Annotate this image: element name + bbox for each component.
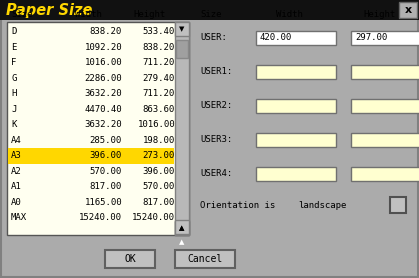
Text: USER1:: USER1:: [200, 68, 232, 76]
Bar: [175, 250, 235, 268]
Text: 396.00: 396.00: [143, 167, 175, 176]
Text: 3632.20: 3632.20: [84, 89, 122, 98]
Bar: [256, 31, 336, 45]
Bar: [175, 221, 189, 235]
Text: 15240.00: 15240.00: [132, 213, 175, 222]
Text: 863.60: 863.60: [143, 105, 175, 114]
Text: 297.00: 297.00: [355, 34, 387, 43]
Text: 1092.20: 1092.20: [84, 43, 122, 52]
Text: 3632.20: 3632.20: [84, 120, 122, 129]
Text: Size: Size: [11, 10, 33, 19]
Text: 570.00: 570.00: [90, 167, 122, 176]
Bar: [105, 250, 155, 268]
Text: 2286.00: 2286.00: [84, 74, 122, 83]
Text: Height: Height: [133, 10, 165, 19]
Bar: [256, 65, 336, 79]
Text: A0: A0: [11, 198, 22, 207]
Bar: [8, 148, 174, 163]
Bar: [256, 99, 336, 113]
Bar: [175, 220, 189, 234]
Text: Orientation is: Orientation is: [200, 200, 275, 210]
Text: ▲: ▲: [179, 225, 185, 231]
Text: J: J: [11, 105, 16, 114]
Text: 533.40: 533.40: [143, 27, 175, 36]
Text: ▲: ▲: [179, 225, 185, 231]
Text: A3: A3: [11, 151, 22, 160]
Bar: [176, 40, 188, 58]
Bar: [351, 133, 419, 147]
Text: ▼: ▼: [179, 26, 185, 32]
Text: Height: Height: [363, 10, 395, 19]
Text: Width: Width: [276, 10, 303, 19]
Text: F: F: [11, 58, 16, 67]
Bar: [175, 22, 189, 235]
Text: USER:: USER:: [200, 34, 227, 43]
Text: 4470.40: 4470.40: [84, 105, 122, 114]
Text: E: E: [11, 43, 16, 52]
Text: landscape: landscape: [298, 200, 347, 210]
Text: 420.00: 420.00: [260, 34, 292, 43]
Text: USER4:: USER4:: [200, 170, 232, 178]
Bar: [390, 197, 406, 213]
Bar: [256, 167, 336, 181]
Text: 817.00: 817.00: [90, 182, 122, 191]
Text: A1: A1: [11, 182, 22, 191]
Bar: [256, 133, 336, 147]
Text: 396.00: 396.00: [90, 151, 122, 160]
Text: 838.20: 838.20: [143, 43, 175, 52]
Text: USER2:: USER2:: [200, 101, 232, 110]
Bar: [351, 65, 419, 79]
Text: 1016.00: 1016.00: [137, 120, 175, 129]
Text: K: K: [11, 120, 16, 129]
Text: Cancel: Cancel: [187, 254, 222, 264]
Text: x: x: [404, 5, 411, 15]
Bar: [351, 99, 419, 113]
Text: ▲: ▲: [179, 239, 185, 245]
Text: OK: OK: [124, 254, 136, 264]
Text: 1165.00: 1165.00: [84, 198, 122, 207]
Text: 279.40: 279.40: [143, 74, 175, 83]
Text: 15240.00: 15240.00: [79, 213, 122, 222]
Text: 1016.00: 1016.00: [84, 58, 122, 67]
Text: 285.00: 285.00: [90, 136, 122, 145]
Bar: [7, 22, 189, 235]
Bar: [175, 22, 189, 36]
Text: G: G: [11, 74, 16, 83]
Bar: [0, 0, 419, 20]
Bar: [175, 221, 189, 235]
Text: 273.00: 273.00: [143, 151, 175, 160]
Text: MAX: MAX: [11, 213, 27, 222]
Text: Width: Width: [75, 10, 102, 19]
Bar: [399, 2, 417, 18]
Text: 838.20: 838.20: [90, 27, 122, 36]
Text: 198.00: 198.00: [143, 136, 175, 145]
Text: 570.00: 570.00: [143, 182, 175, 191]
Text: D: D: [11, 27, 16, 36]
Text: Paper Size: Paper Size: [6, 3, 92, 18]
Text: 711.20: 711.20: [143, 58, 175, 67]
Text: H: H: [11, 89, 16, 98]
Text: A2: A2: [11, 167, 22, 176]
Text: A4: A4: [11, 136, 22, 145]
Text: Size: Size: [200, 10, 222, 19]
Text: USER3:: USER3:: [200, 135, 232, 145]
Text: 817.00: 817.00: [143, 198, 175, 207]
Text: 711.20: 711.20: [143, 89, 175, 98]
Bar: [351, 31, 419, 45]
Bar: [351, 167, 419, 181]
